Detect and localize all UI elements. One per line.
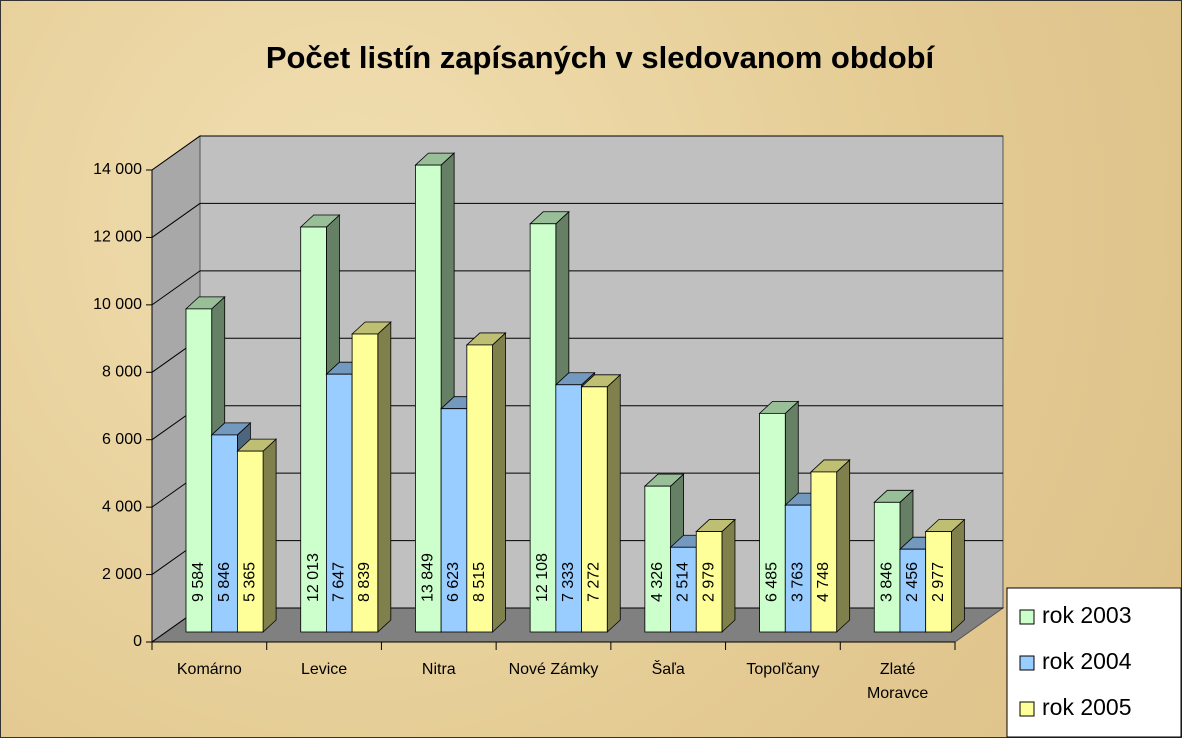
value-label: 7 647 bbox=[330, 562, 347, 602]
bar-front bbox=[695, 531, 723, 633]
value-label: 2 456 bbox=[904, 562, 921, 602]
bar-front bbox=[300, 226, 327, 633]
bar bbox=[580, 373, 622, 633]
bar-side bbox=[606, 373, 621, 633]
legend-swatch bbox=[1019, 609, 1035, 625]
bar-front bbox=[810, 471, 838, 633]
value-label: 12 108 bbox=[534, 553, 551, 602]
bar-side bbox=[492, 332, 506, 633]
x-tick-label: Zlaté Moravce bbox=[866, 661, 929, 702]
legend-box bbox=[1006, 587, 1182, 738]
y-tick-label: 2 000 bbox=[102, 566, 142, 583]
value-label: 7 333 bbox=[560, 562, 577, 602]
x-tick-label: Komárno bbox=[176, 661, 242, 678]
bar-front bbox=[759, 412, 786, 633]
bar-front bbox=[555, 384, 582, 633]
grid-line bbox=[151, 270, 1003, 306]
bar-front bbox=[670, 546, 697, 633]
value-label: 2 977 bbox=[930, 562, 947, 602]
bar-front bbox=[211, 434, 238, 633]
value-label: 8 515 bbox=[471, 562, 488, 602]
value-label: 4 748 bbox=[815, 562, 832, 602]
bar-front bbox=[351, 333, 379, 633]
y-tick-label: 8 000 bbox=[102, 364, 142, 381]
bar-side bbox=[721, 518, 736, 633]
legend-label: rok 2005 bbox=[1042, 694, 1132, 720]
bar-side bbox=[950, 518, 965, 633]
value-label: 2 979 bbox=[700, 562, 717, 602]
chart-title: Počet listín zapísaných v sledovanom obd… bbox=[266, 40, 936, 75]
value-label: 9 584 bbox=[190, 562, 207, 602]
x-tick-label: Topoľčany bbox=[746, 661, 820, 678]
x-tick-label: Nitra bbox=[421, 661, 456, 678]
x-tick-label: Šaľa bbox=[651, 661, 685, 678]
y-tick-label: 4 000 bbox=[102, 498, 142, 515]
bar-front bbox=[925, 531, 952, 633]
bar-front bbox=[185, 308, 213, 633]
bar bbox=[465, 332, 507, 633]
bar-side bbox=[262, 438, 277, 633]
bar-front bbox=[581, 386, 608, 633]
bar-front bbox=[873, 501, 901, 633]
x-tick-label: Levice bbox=[300, 661, 348, 678]
value-label: 12 013 bbox=[305, 553, 322, 602]
legend-swatch bbox=[1019, 655, 1035, 671]
y-tick-label: 10 000 bbox=[93, 296, 142, 313]
value-label: 5 846 bbox=[216, 562, 233, 602]
value-label: 4 326 bbox=[649, 562, 666, 602]
bar-front bbox=[899, 548, 927, 633]
y-tick-label: 6 000 bbox=[102, 431, 142, 448]
value-label: 8 839 bbox=[356, 562, 373, 602]
y-tick-label: 14 000 bbox=[93, 161, 142, 178]
value-label: 2 514 bbox=[675, 562, 692, 602]
value-label: 3 846 bbox=[878, 562, 895, 602]
grid-line bbox=[151, 135, 1003, 171]
bar-front bbox=[415, 164, 442, 633]
bar bbox=[351, 321, 392, 633]
x-tick-label: Nové Zámky bbox=[508, 661, 599, 678]
bar-front bbox=[644, 485, 671, 633]
y-tick-label: 0 bbox=[133, 633, 142, 650]
bar-side bbox=[377, 321, 392, 633]
value-label: 5 365 bbox=[241, 562, 258, 602]
bar-side bbox=[836, 459, 851, 633]
bar bbox=[695, 518, 736, 633]
value-label: 7 272 bbox=[586, 562, 603, 602]
legend-label: rok 2003 bbox=[1042, 602, 1132, 628]
bar-front bbox=[466, 344, 493, 633]
bar bbox=[236, 438, 278, 633]
value-label: 13 849 bbox=[419, 553, 436, 602]
value-label: 6 485 bbox=[764, 562, 781, 602]
bar-front bbox=[440, 408, 468, 633]
legend-swatch bbox=[1019, 701, 1035, 717]
legend-label: rok 2004 bbox=[1042, 648, 1132, 674]
bar-front bbox=[529, 223, 557, 633]
value-label: 3 763 bbox=[789, 562, 806, 602]
bar bbox=[809, 459, 851, 633]
bar-front bbox=[236, 450, 264, 633]
bar bbox=[924, 518, 966, 633]
grid-line bbox=[151, 202, 1003, 238]
bar-front bbox=[784, 504, 812, 633]
y-tick-label: 12 000 bbox=[93, 229, 142, 246]
value-label: 6 623 bbox=[445, 562, 462, 602]
